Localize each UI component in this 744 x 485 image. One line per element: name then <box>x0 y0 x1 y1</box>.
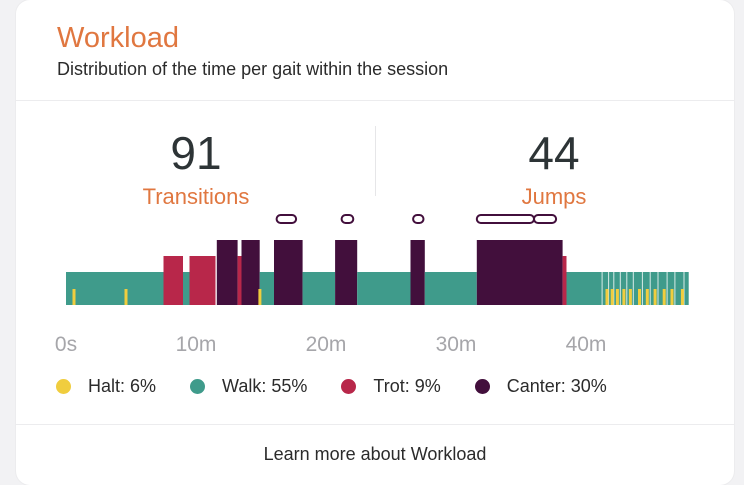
halt-mark <box>605 289 609 305</box>
tick-label: 10m <box>175 333 217 356</box>
sampling-gap <box>641 272 643 305</box>
stats-separator <box>375 126 376 196</box>
jumps-label: Jumps <box>521 184 587 209</box>
halt-mark <box>662 289 666 305</box>
transitions-stat: 91 Transitions <box>86 130 306 210</box>
halt-mark <box>628 289 632 305</box>
jump-marker <box>412 214 425 224</box>
transitions-count: 91 <box>170 127 222 179</box>
walk-segment <box>566 272 689 305</box>
halt-dot-icon <box>56 379 71 394</box>
canter-dot-icon <box>474 379 490 394</box>
halt-mark <box>645 289 649 305</box>
jumps-stat: 44 Jumps <box>444 130 664 210</box>
legend-canter: Canter: 30% <box>474 376 607 397</box>
canter-segment <box>241 240 260 305</box>
legend-label: Canter: 30% <box>506 376 607 396</box>
sampling-gap <box>632 272 634 305</box>
legend-label: Halt: 6% <box>88 376 157 396</box>
walk-dot-icon <box>190 379 206 394</box>
halt-mark <box>258 289 262 305</box>
workload-card: Workload Distribution of the time per ga… <box>16 0 734 485</box>
legend-label: Trot: 9% <box>373 376 441 396</box>
canter-segment <box>476 240 563 305</box>
jumps-count: 44 <box>528 127 580 179</box>
halt-mark <box>615 289 619 305</box>
walk-segment <box>424 272 477 305</box>
sampling-gap <box>613 272 615 305</box>
halt-mark <box>638 289 641 305</box>
tick-label: 30m <box>435 333 477 356</box>
halt-mark <box>124 289 128 305</box>
sampling-gap <box>674 272 676 305</box>
card-subtitle: Distribution of the time per gait within… <box>57 59 449 79</box>
legend-label: Walk: 55% <box>222 376 308 396</box>
gait-legend: Halt: 6% Walk: 55% Trot: 9% Canter: 30% <box>56 376 641 397</box>
canter-segment <box>216 240 238 305</box>
jump-marker <box>275 214 298 224</box>
halt-mark <box>72 289 76 305</box>
learn-more-link[interactable]: Learn more about Workload <box>263 444 487 464</box>
walk-segment <box>357 272 411 305</box>
gait-timeline-chart <box>66 214 689 305</box>
walk-segment <box>259 272 274 305</box>
legend-halt: Halt: 6% <box>56 376 156 397</box>
tick-label: 40m <box>565 333 607 356</box>
sampling-gap <box>626 272 628 305</box>
tick-label: 0s <box>54 333 78 356</box>
trot-segment <box>189 256 216 305</box>
jump-marker <box>533 214 558 224</box>
canter-segment <box>410 240 425 305</box>
sampling-gap <box>683 272 685 305</box>
sampling-gap <box>657 272 659 305</box>
sampling-gap <box>666 272 668 305</box>
walk-segment <box>66 272 164 305</box>
legend-walk: Walk: 55% <box>190 376 307 397</box>
jump-marker <box>340 214 355 224</box>
halt-mark <box>670 289 674 305</box>
transitions-label: Transitions <box>142 184 250 209</box>
sampling-gap <box>649 272 651 305</box>
trot-segment <box>163 256 183 305</box>
sampling-gap <box>601 272 603 305</box>
halt-mark <box>622 289 626 305</box>
header-divider <box>16 100 734 101</box>
walk-segment <box>183 272 190 305</box>
trot-segment <box>237 256 242 305</box>
card-title: Workload <box>57 22 179 54</box>
trot-dot-icon <box>341 379 357 394</box>
walk-segment <box>302 272 336 305</box>
jump-marker <box>475 214 535 224</box>
halt-mark <box>610 289 614 305</box>
sampling-gap <box>608 272 610 305</box>
canter-segment <box>274 240 303 305</box>
footer-divider <box>16 424 734 425</box>
sampling-gap <box>619 272 621 305</box>
canter-segment <box>335 240 358 305</box>
tick-label: 20m <box>305 333 347 356</box>
trot-segment <box>562 256 567 305</box>
halt-mark <box>653 289 657 305</box>
legend-trot: Trot: 9% <box>341 376 441 397</box>
halt-mark <box>680 289 684 305</box>
